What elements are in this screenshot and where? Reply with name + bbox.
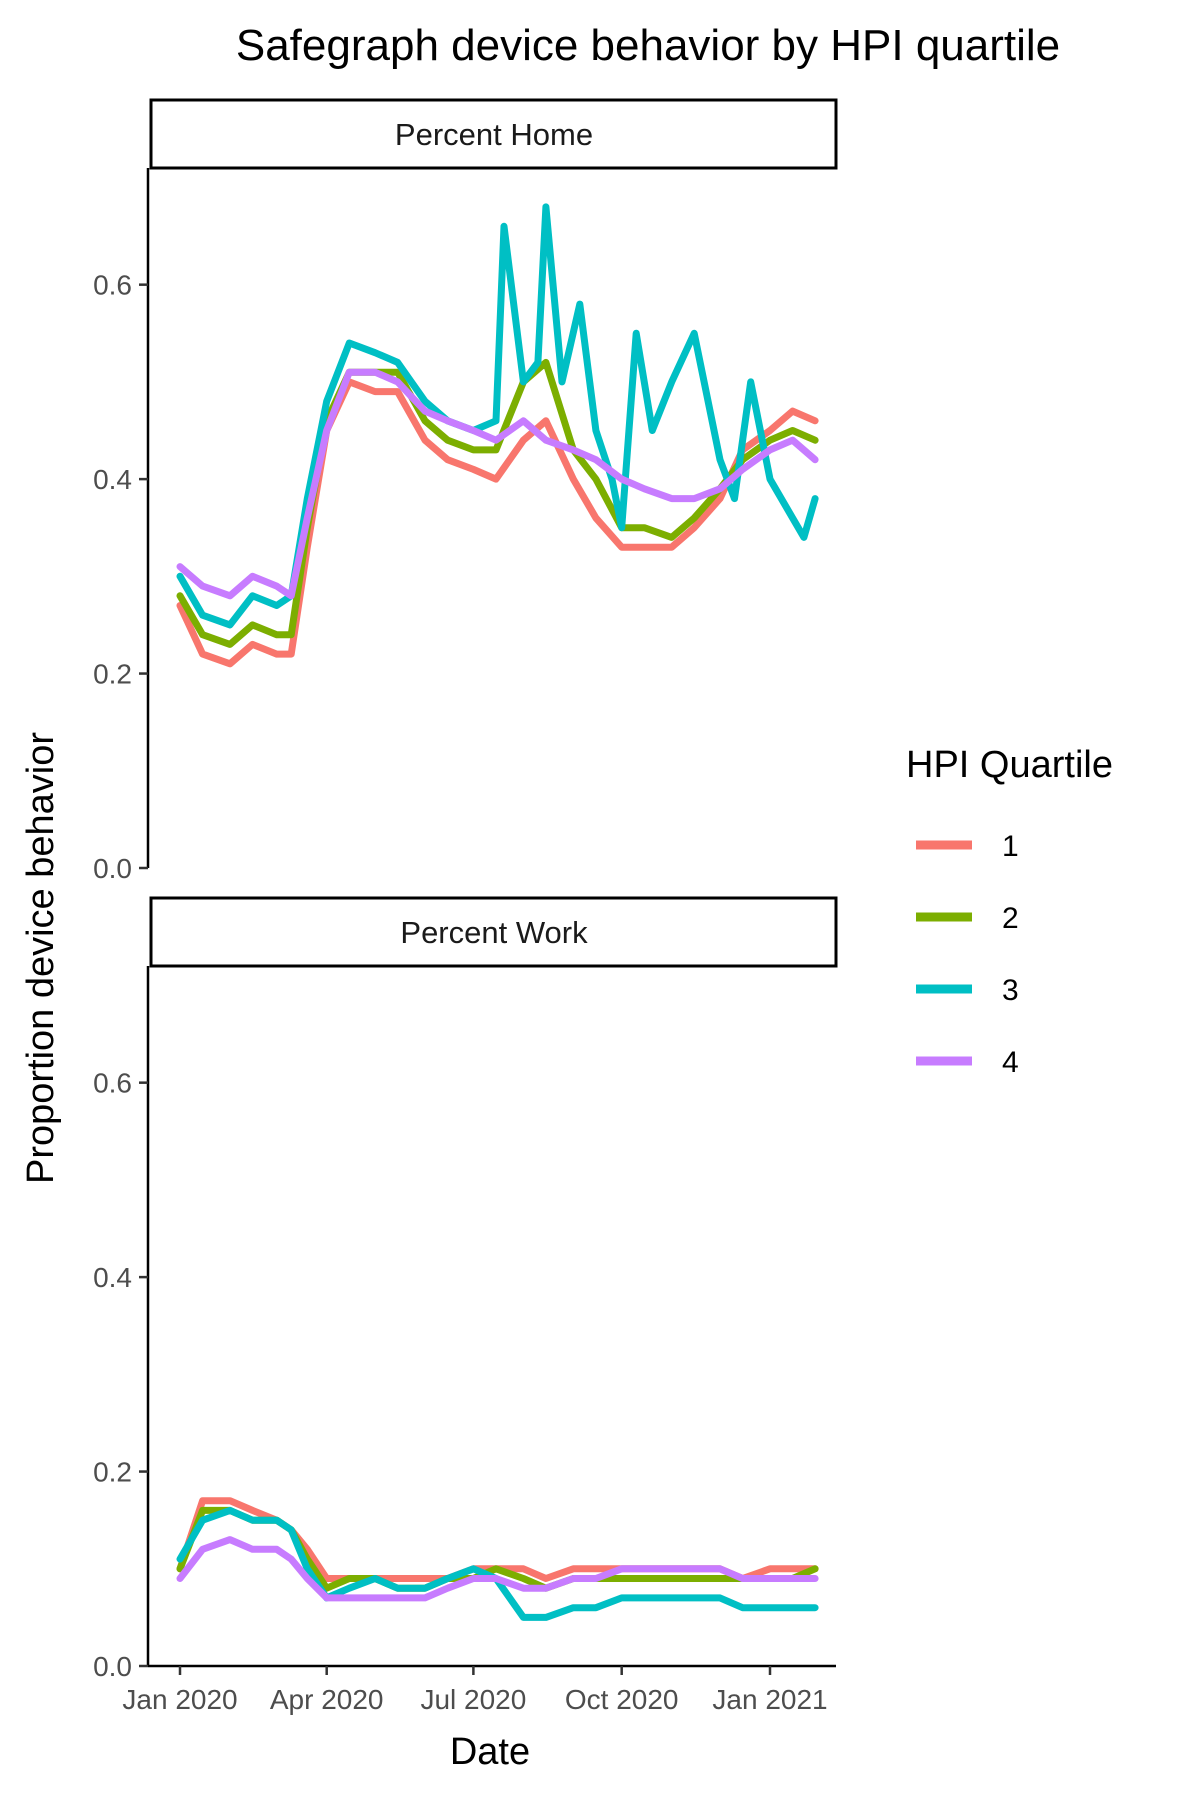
legend: HPI Quartile 1 2 3 4 <box>906 744 1113 1079</box>
y-tick-label: 0.0 <box>93 853 132 884</box>
series-line-3 <box>176 1506 819 1621</box>
legend-item-1: 1 <box>916 830 1019 863</box>
y-tick-label: 0.2 <box>93 659 132 690</box>
legend-title: HPI Quartile <box>906 744 1113 786</box>
facet-strip <box>149 896 838 968</box>
series-line-4 <box>176 1536 819 1602</box>
y-tick-label: 0.4 <box>93 464 132 495</box>
y-tick-label: 0.2 <box>93 1457 132 1488</box>
y-tick-label: 0.6 <box>93 270 132 301</box>
facet-strip <box>149 98 838 170</box>
legend-item-2: 2 <box>916 902 1019 935</box>
series-line-3 <box>176 203 819 629</box>
series-group <box>176 1497 819 1621</box>
facet-panels: Percent Home 0.0 0.2 0.4 0.6 Percent Work 0.0 0… <box>93 98 838 1715</box>
series-line-4 <box>176 368 819 600</box>
legend-label: 4 <box>1002 1046 1019 1079</box>
series-line-1 <box>176 378 819 668</box>
y-tick-label: 0.4 <box>93 1262 132 1293</box>
legend-label: 3 <box>1002 974 1019 1007</box>
facet-panel: Percent Work 0.0 0.2 0.4 0.6 Jan 2020 Apr 2020… <box>93 896 838 1715</box>
x-tick-label: Oct 2020 <box>565 1684 679 1715</box>
legend-item-3: 3 <box>916 974 1019 1007</box>
legend-label: 1 <box>1002 830 1019 863</box>
y-tick-label: 0.0 <box>93 1651 132 1682</box>
y-tick-label: 0.6 <box>93 1068 132 1099</box>
facet-strip-label: Percent Work <box>400 915 588 950</box>
series-group <box>176 203 819 668</box>
x-axis-title: Date <box>450 1731 530 1773</box>
legend-item-4: 4 <box>916 1046 1019 1079</box>
x-tick-label: Apr 2020 <box>270 1684 384 1715</box>
x-tick-label: Jul 2020 <box>420 1684 526 1715</box>
facet-panel: Percent Home 0.0 0.2 0.4 0.6 <box>93 98 838 884</box>
facet-strip-label: Percent Home <box>395 117 593 152</box>
legend-items: 1 2 3 4 <box>916 830 1019 1079</box>
chart-title: Safegraph device behavior by HPI quartil… <box>236 21 1060 70</box>
x-tick-label: Jan 2020 <box>122 1684 237 1715</box>
legend-label: 2 <box>1002 902 1019 935</box>
series-line-2 <box>176 358 819 648</box>
x-tick-label: Jan 2021 <box>712 1684 827 1715</box>
y-axis-title: Proportion device behavior <box>20 732 62 1184</box>
